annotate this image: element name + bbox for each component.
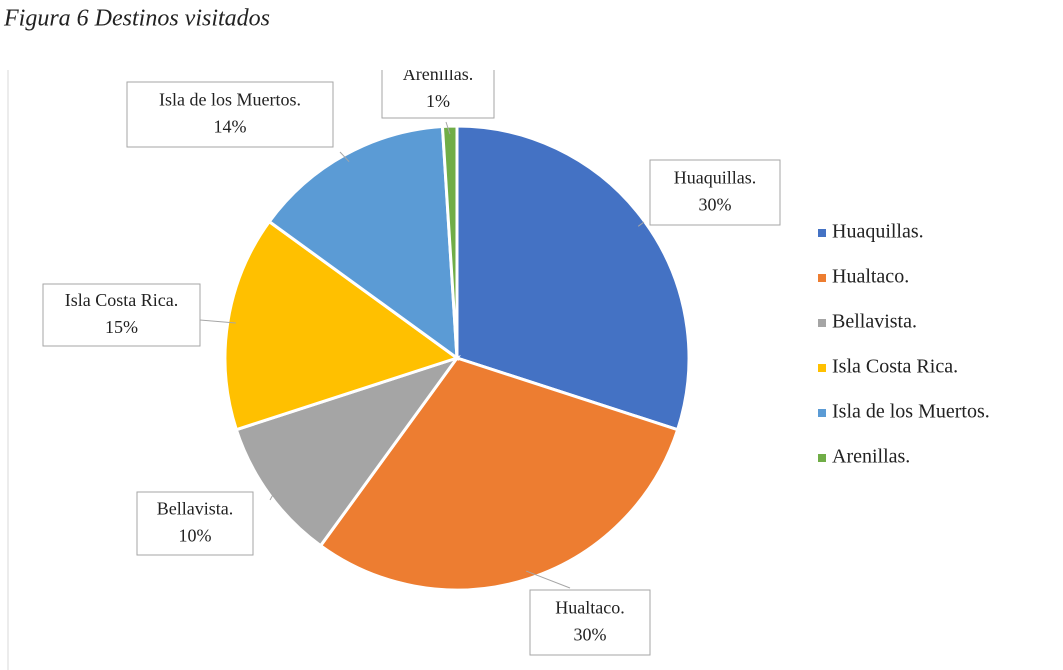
plot: Huaquillas. 30% Hualtaco. 30% Bellavista. 10%… — [42, 64, 781, 656]
callout-box — [649, 159, 781, 226]
legend-label: Arenillas. — [832, 446, 910, 468]
legend-swatch — [818, 364, 826, 372]
leader-line — [339, 151, 350, 163]
leader-line — [445, 121, 451, 135]
data-label-name: Isla de los Muertos. — [159, 90, 301, 110]
leader-line — [637, 221, 645, 227]
data-label-name: Hualtaco. — [555, 598, 624, 618]
data-label-name: Isla Costa Rica. — [65, 290, 178, 310]
pie-slice — [318, 356, 680, 592]
pie-slice — [267, 124, 459, 362]
legend-label: Isla de los Muertos. — [832, 401, 990, 423]
leader-line — [526, 570, 571, 589]
legend-swatch — [818, 454, 826, 462]
legend-label: Bellavista. — [832, 311, 917, 333]
legend-swatch — [818, 319, 826, 327]
data-label-value: 10% — [179, 526, 212, 546]
pie-slice — [440, 124, 459, 359]
callout-box — [529, 589, 651, 656]
callout-box — [42, 283, 201, 347]
data-label-name: Arenillas. — [403, 64, 473, 84]
callout-box — [381, 70, 495, 119]
pie-slice — [455, 124, 691, 432]
leader-line — [269, 489, 277, 501]
legend-swatch — [818, 229, 826, 237]
callout-box — [136, 491, 254, 556]
data-label-value: 1% — [426, 91, 450, 111]
legend-swatch — [818, 274, 826, 282]
pie-slice — [234, 355, 461, 548]
data-label-value: 30% — [574, 625, 607, 645]
legend-label: Isla Costa Rica. — [832, 356, 958, 378]
data-label-name: Bellavista. — [157, 499, 233, 519]
data-label-value: 14% — [214, 117, 247, 137]
legend-label: Hualtaco. — [832, 266, 909, 288]
pie-slice — [223, 219, 461, 432]
leader-line — [199, 319, 236, 324]
data-label-value: 30% — [699, 195, 732, 215]
callout-box — [126, 81, 334, 148]
legend-swatch — [818, 409, 826, 417]
data-label-name: Huaquillas. — [674, 168, 757, 188]
chart-title: Figura 6 Destinos visitados — [3, 6, 270, 32]
data-label-value: 15% — [105, 317, 138, 337]
legend-label: Huaquillas. — [832, 221, 924, 243]
